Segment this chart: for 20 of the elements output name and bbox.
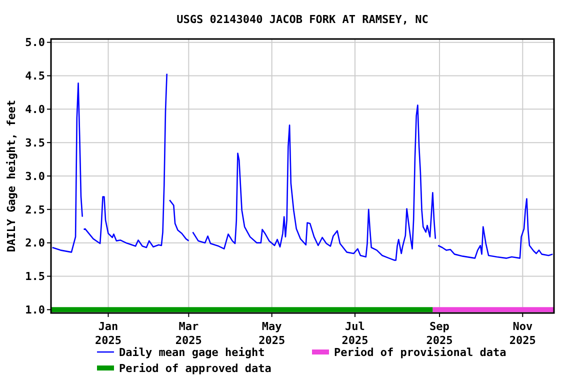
y-tick-label: 3.5 [25,136,45,150]
x-tick-label: Jan 2025 [95,320,122,347]
y-tick-label: 4.5 [25,70,45,83]
legend-label: Period of approved data [119,362,272,375]
y-axis-title: DAILY Gage height, feet [5,100,18,252]
chart-title: USGS 02143040 JACOB FORK AT RAMSEY, NC [176,13,428,26]
y-tick-label: 3.0 [25,170,45,183]
x-tick-label: Sep 2025 [426,320,453,347]
x-tick-label: May 2025 [258,320,286,347]
y-tick-label: 2.0 [25,236,45,250]
y-tick-label: 1.0 [25,304,45,317]
y-tick-label: 2.5 [25,203,45,216]
legend-label: Daily mean gage height [119,346,265,359]
x-tick-label: Mar 2025 [175,320,202,347]
x-tick-label: Nov 2025 [509,320,536,347]
y-tick-label: 4.0 [25,103,45,116]
y-tick-label: 5.0 [25,36,45,50]
x-tick-label: Jul 2025 [342,320,368,347]
y-tick-label: 1.5 [25,270,45,284]
legend-label: Period of provisional data [334,346,506,359]
